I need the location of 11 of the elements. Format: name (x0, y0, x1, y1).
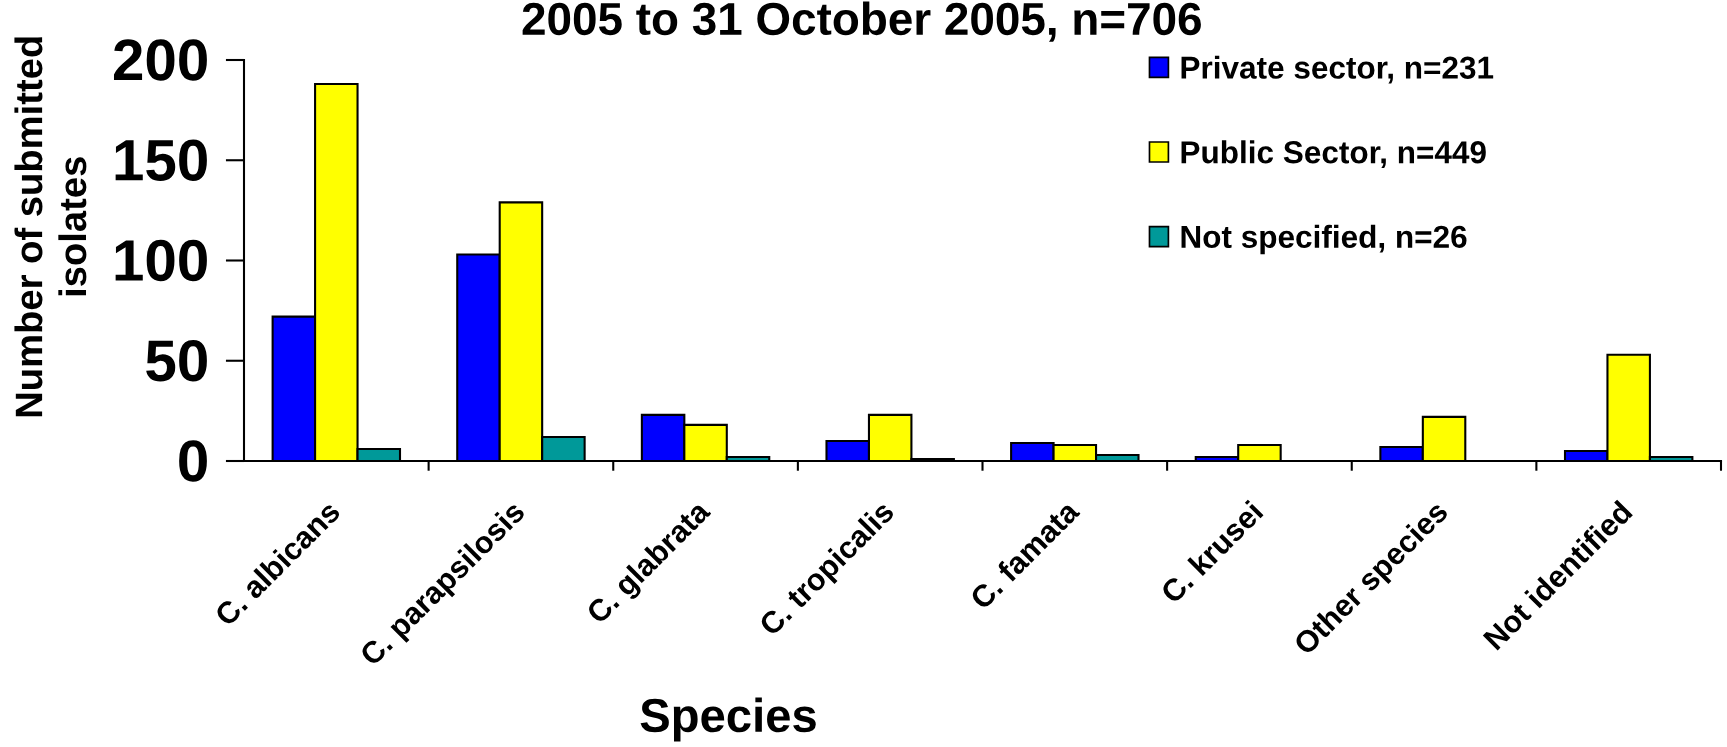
legend-label: Public Sector, n=449 (1181, 140, 1486, 169)
x-axis-title: Species (640, 697, 816, 742)
chart-title: 2005 to 31 October 2005, n=706 (522, 1, 1201, 42)
y-tick-label: 150 (115, 139, 207, 181)
legend-label: Not specified, n=26 (1181, 224, 1467, 255)
y-tick-label: 0 (179, 440, 207, 482)
y-axis-title: Number of submitted isolates (14, 37, 87, 417)
y-tick-label: 100 (115, 239, 207, 282)
y-tick-label: 200 (113, 39, 207, 81)
y-tick-label: 50 (146, 340, 207, 382)
legend-label: Private sector, n=231 (1181, 55, 1494, 84)
